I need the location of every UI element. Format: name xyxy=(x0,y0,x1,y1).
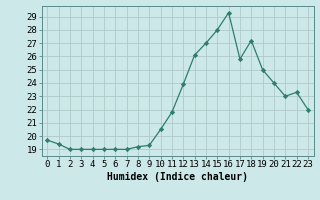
X-axis label: Humidex (Indice chaleur): Humidex (Indice chaleur) xyxy=(107,172,248,182)
